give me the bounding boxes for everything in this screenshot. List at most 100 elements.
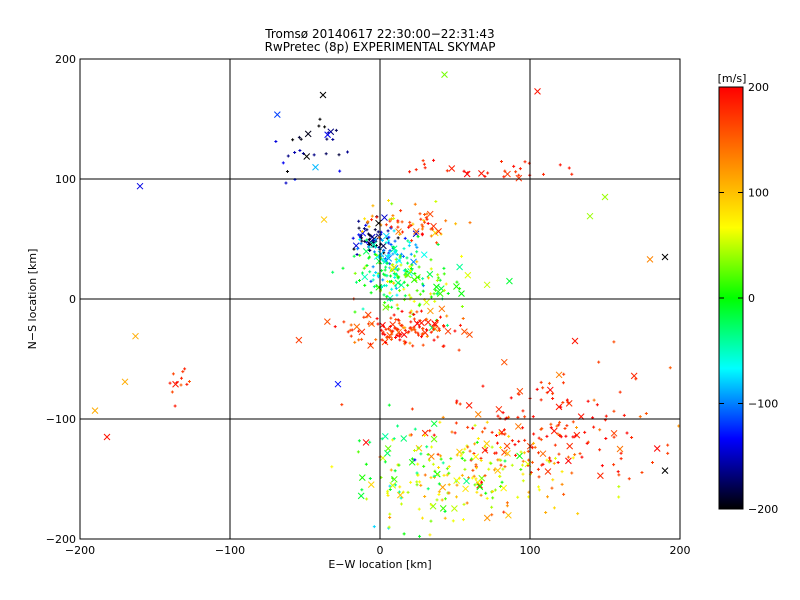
data-point-small <box>353 271 357 275</box>
data-point-small <box>410 327 414 331</box>
data-point-x <box>474 410 482 418</box>
data-point-small <box>410 239 414 243</box>
data-point-small <box>418 480 422 484</box>
data-point-small <box>399 323 403 327</box>
data-point-small <box>471 468 475 472</box>
data-point-small <box>421 343 425 347</box>
data-point-small <box>355 252 359 256</box>
data-point-x <box>357 492 365 500</box>
data-point-small <box>382 259 386 263</box>
data-point-small <box>183 367 187 371</box>
x-tick-label: 200 <box>670 544 691 557</box>
data-point-small <box>420 335 424 339</box>
data-point-small <box>552 461 556 465</box>
data-point-small <box>414 168 418 172</box>
data-point-small <box>460 304 464 308</box>
data-point-small <box>393 239 397 243</box>
data-point-x <box>362 439 370 446</box>
data-point-small <box>407 225 411 229</box>
data-point-small <box>531 415 535 419</box>
data-point-small <box>398 338 402 342</box>
data-point-x <box>539 450 547 458</box>
data-point-small <box>413 254 417 258</box>
data-point-small <box>409 252 413 256</box>
data-point-small <box>383 460 387 464</box>
data-point-small <box>387 327 391 331</box>
data-point-small <box>365 497 369 501</box>
data-point-x <box>601 193 609 201</box>
data-point-x <box>472 453 480 461</box>
data-point-small <box>381 278 385 282</box>
data-point-small <box>443 497 447 501</box>
data-point-small <box>432 474 436 478</box>
data-point-small <box>553 456 557 460</box>
data-point-small <box>376 274 380 278</box>
data-point-small <box>371 265 375 269</box>
data-point-x <box>304 130 312 138</box>
data-point-x <box>382 304 390 311</box>
data-point-small <box>357 338 361 342</box>
data-point-small <box>438 315 442 319</box>
data-point-x <box>495 405 503 413</box>
data-point-small <box>406 283 410 287</box>
data-point-small <box>409 320 413 324</box>
data-point-small <box>486 171 490 175</box>
data-point-x <box>436 290 444 297</box>
data-point-small <box>380 437 384 441</box>
data-point-small <box>480 430 484 434</box>
data-point-small <box>485 496 489 500</box>
colorbar-tick-label: −200 <box>748 503 778 516</box>
data-point-small <box>408 314 412 318</box>
data-point-small <box>365 228 369 232</box>
data-point-small <box>532 441 536 445</box>
data-point-x <box>430 420 438 428</box>
data-point-x <box>427 307 434 315</box>
data-point-small <box>402 339 406 343</box>
data-point-small <box>426 276 430 280</box>
data-point-small <box>530 445 534 449</box>
data-point-small <box>423 434 427 438</box>
data-point-small <box>368 440 372 444</box>
data-point-small <box>419 309 423 313</box>
data-point-small <box>375 215 379 219</box>
data-point-small <box>410 407 414 411</box>
data-point-small <box>425 212 429 216</box>
data-point-small <box>408 433 412 437</box>
data-point-small <box>396 318 400 322</box>
data-point-x <box>444 327 452 335</box>
data-point-small <box>503 465 507 469</box>
data-point-small <box>369 291 373 295</box>
data-point-small <box>516 495 520 499</box>
data-point-small <box>570 471 574 475</box>
data-point-small <box>368 237 372 241</box>
data-point-small <box>401 254 405 258</box>
data-point-small <box>558 434 562 438</box>
data-point-small <box>436 452 440 456</box>
data-point-small <box>492 468 496 472</box>
data-point-small <box>570 172 574 176</box>
data-point-x <box>506 277 513 285</box>
data-point-small <box>318 117 322 121</box>
data-point-small <box>425 317 429 321</box>
data-point-x <box>653 445 661 452</box>
data-point-small <box>312 153 316 157</box>
data-point-small <box>393 249 397 253</box>
data-point-small <box>325 137 329 141</box>
x-axis: −200 −100 0 100 200 <box>65 544 691 557</box>
data-point-small <box>392 281 396 285</box>
data-point-small <box>454 421 458 425</box>
data-point-small <box>507 434 511 438</box>
data-point-small <box>431 462 435 466</box>
data-point-small <box>561 381 565 385</box>
data-point-small <box>394 267 398 271</box>
data-point-x <box>478 170 485 177</box>
data-point-small <box>585 441 589 445</box>
data-point-small <box>476 436 480 440</box>
data-point-small <box>323 125 327 129</box>
data-point-small <box>455 495 459 499</box>
data-point-small <box>383 333 387 337</box>
data-point-small <box>408 220 412 224</box>
data-point-small <box>281 161 285 165</box>
data-point-small <box>551 478 555 482</box>
data-point-small <box>498 485 502 489</box>
